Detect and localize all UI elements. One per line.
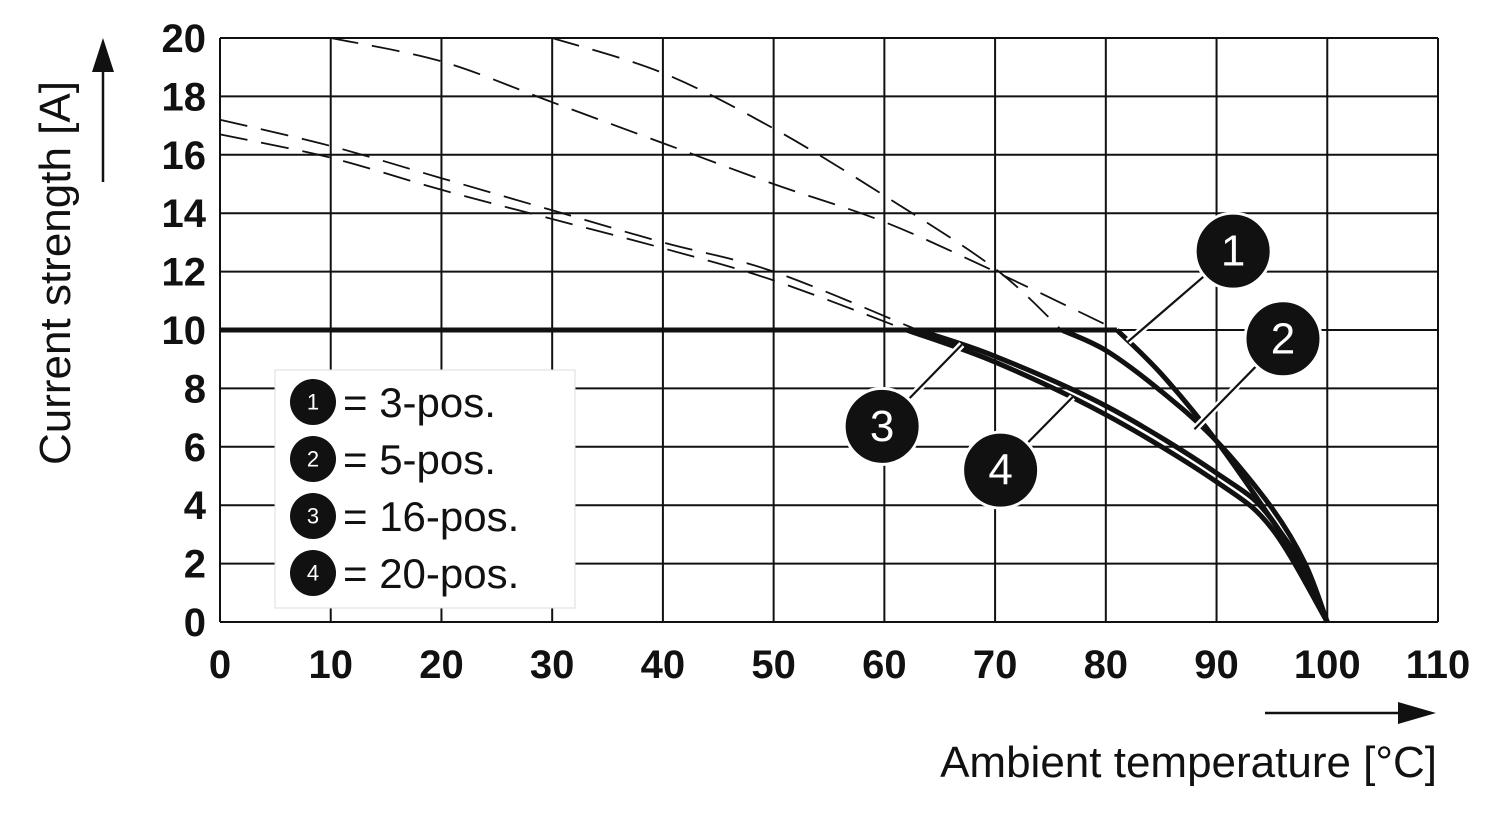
curve-callouts: 12 3 4 [842,211,1323,510]
x-tick-label: 40 [641,643,686,687]
legend-marker-4 [290,550,336,596]
legend-marker-3 [290,493,336,539]
callout-badge-2 [1243,299,1323,379]
x-tick-label: 80 [1084,643,1129,687]
callout-leader-4 [1026,396,1074,444]
callout-badge-number: 1 [1221,227,1245,276]
callout-leader-1 [1127,275,1206,343]
y-tick-label: 12 [162,251,207,295]
x-tick-label: 70 [973,643,1018,687]
legend-marker-2 [290,436,336,482]
dashed-extrapolations [219,37,1118,331]
dashed-curve-3 [219,118,918,331]
x-tick-label: 30 [530,643,575,687]
legend-label: = 5-pos. [343,436,496,483]
dashed-curve-4 [219,133,907,331]
y-axis-title-group: Current strength [A] [31,38,114,465]
x-tick-label: 60 [862,643,907,687]
legend-label: = 3-pos. [343,379,496,426]
y-tick-label: 14 [162,192,207,236]
dashed-curve-2 [551,37,1063,331]
y-tick-label: 16 [162,134,207,178]
x-tick-label: 110 [1406,643,1471,687]
callout-leader-3 [907,343,963,400]
legend-label: = 20-pos. [343,550,519,597]
y-tick-label: 2 [184,543,206,587]
x-axis-title: Ambient temperature [°C] [940,738,1437,787]
legend-label: = 16-pos. [343,493,519,540]
x-tick-label: 10 [308,643,353,687]
x-tick-label: 90 [1194,643,1239,687]
legend-marker-number: 4 [307,561,319,586]
x-tick-label: 20 [419,643,464,687]
x-axis-title-group: Ambient temperature [°C] [940,702,1437,787]
x-tick-label: 50 [751,643,796,687]
callout-badge-3 [842,386,922,466]
series-line-4 [905,327,1330,624]
legend-marker-number: 2 [307,447,319,472]
callout-badge-number: 3 [870,402,894,451]
x-axis-arrow-head [1398,702,1436,724]
y-tick-label: 20 [162,17,207,61]
y-axis-title: Current strength [A] [31,81,80,465]
legend-marker-1 [290,379,336,425]
x-tick-label: 0 [209,643,231,687]
y-tick-label: 6 [184,426,206,470]
y-tick-label: 10 [162,309,207,353]
derating-curves [220,327,1330,624]
callout-leader-2 [1193,365,1258,431]
y-tick-label: 0 [184,601,206,645]
y-tick-label: 8 [184,367,206,411]
y-axis-arrow-head [92,38,114,72]
callout-badge-4 [961,430,1041,510]
series-line-3 [916,327,1330,624]
y-tick-label: 18 [162,75,207,119]
legend-marker-number: 1 [307,390,319,415]
callout-badge-number: 2 [1271,314,1295,363]
series-line-2 [1060,327,1330,623]
dashed-curve-1 [330,37,1118,331]
callout-badge-1 [1193,211,1273,291]
y-tick-label: 4 [184,484,207,528]
legend-marker-number: 3 [307,504,319,529]
callout-badge-number: 4 [988,446,1012,495]
axis-ticks: 0 10 20 30 40 50 60 70 80 90 100 110024681012141618… [162,17,1471,687]
x-tick-label: 100 [1294,643,1361,687]
legend: 1 = 3-pos. 2 = 5-pos. 3 = 16-pos. 4 = 20-pos. [274,369,576,609]
